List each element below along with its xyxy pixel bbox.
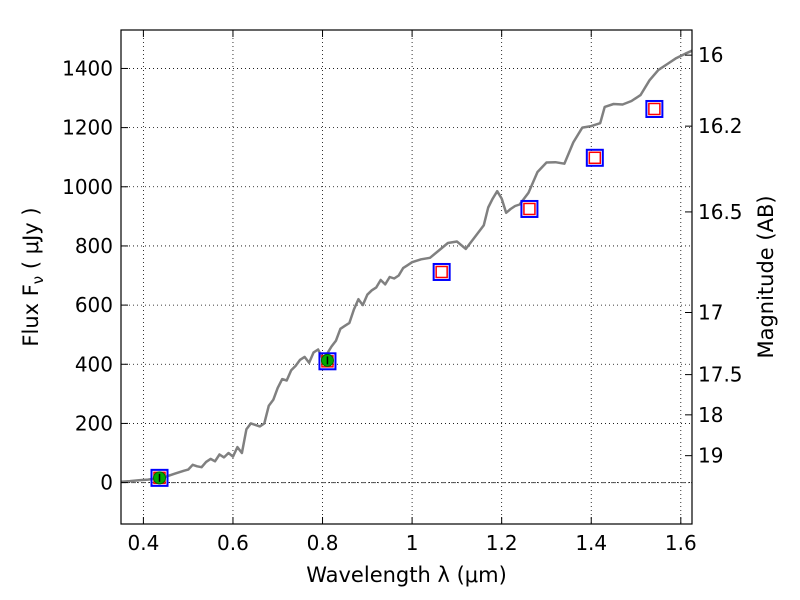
y-axis-label: Flux Fν ( μJy ) — [19, 207, 47, 346]
model-photometry-square — [648, 102, 661, 116]
model-photometry-square — [435, 265, 448, 279]
y2-tick-label: 19 — [698, 444, 723, 468]
y2-tick-label: 16 — [698, 43, 723, 67]
y2-tick-label: 16.5 — [698, 200, 743, 224]
x-tick-label: 0.6 — [217, 531, 249, 555]
model-photometry-square — [523, 202, 536, 216]
marker-layer — [150, 99, 664, 487]
model-photometry-box — [318, 352, 337, 371]
tick-label-layer: 0.4 0.6 0.8 1 1.2 1.4 1.6 0 200 400 600 800 1000 1200… — [62, 43, 742, 555]
y-tick-label: 1200 — [62, 116, 113, 140]
tick-layer — [121, 30, 692, 524]
x-tick-label: 0.8 — [307, 531, 339, 555]
model-photometry-box — [150, 468, 169, 487]
y-tick-label: 1400 — [62, 56, 113, 80]
model-photometry-box — [585, 148, 604, 167]
x-tick-label: 1.6 — [665, 531, 697, 555]
model-photometry-box — [520, 199, 539, 218]
y2-tick-label: 16.2 — [698, 114, 743, 138]
y-tick-label: 1000 — [62, 175, 113, 199]
spectrum-layer — [120, 49, 693, 483]
model-photometry-box — [432, 262, 451, 281]
y-axis-label-subscript: ν — [29, 276, 47, 284]
model-photometry-box — [645, 99, 664, 118]
plot-frame — [120, 29, 693, 525]
x-tick-label: 1 — [406, 531, 419, 555]
x-axis-label: Wavelength λ (μm) — [306, 563, 507, 587]
y-tick-label: 800 — [75, 234, 113, 258]
y-tick-label: 600 — [75, 293, 113, 317]
y-tick-label: 400 — [75, 352, 113, 376]
x-tick-label: 0.4 — [127, 531, 159, 555]
y-tick-label: 0 — [100, 471, 113, 495]
y-axis-label-main: Flux F — [19, 284, 43, 346]
y2-axis-label: Magnitude (AB) — [754, 195, 778, 358]
x-tick-label: 1.4 — [575, 531, 607, 555]
y2-tick-label: 17.5 — [698, 363, 743, 387]
grid-layer — [121, 30, 692, 524]
spectrum-line — [120, 49, 693, 483]
y-tick-label: 200 — [75, 411, 113, 435]
y-axis-label-unit: ( μJy ) — [19, 207, 43, 275]
y2-tick-label: 18 — [698, 403, 723, 427]
model-photometry-square — [588, 151, 602, 165]
y2-tick-label: 17 — [698, 300, 723, 324]
x-tick-label: 1.2 — [486, 531, 518, 555]
